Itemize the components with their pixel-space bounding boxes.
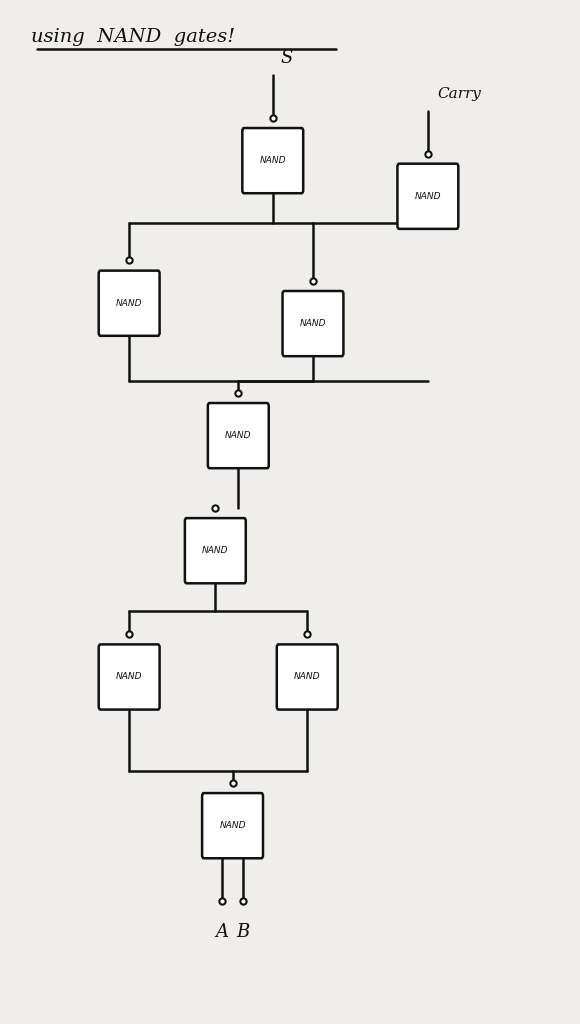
Text: NAND: NAND <box>300 319 326 328</box>
FancyBboxPatch shape <box>99 270 160 336</box>
Text: NAND: NAND <box>259 156 286 165</box>
Text: B: B <box>236 924 249 941</box>
Text: using  NAND  gates!: using NAND gates! <box>31 29 235 46</box>
Text: NAND: NAND <box>219 821 246 830</box>
Text: NAND: NAND <box>116 673 143 682</box>
FancyBboxPatch shape <box>208 403 269 468</box>
FancyBboxPatch shape <box>277 644 338 710</box>
Text: NAND: NAND <box>225 431 252 440</box>
Text: NAND: NAND <box>415 191 441 201</box>
Text: NAND: NAND <box>294 673 321 682</box>
FancyBboxPatch shape <box>99 644 160 710</box>
Text: S: S <box>281 49 293 67</box>
FancyBboxPatch shape <box>242 128 303 194</box>
Text: A: A <box>216 924 229 941</box>
Text: NAND: NAND <box>116 299 143 308</box>
Text: Carry: Carry <box>437 87 481 100</box>
FancyBboxPatch shape <box>282 291 343 356</box>
FancyBboxPatch shape <box>202 794 263 858</box>
FancyBboxPatch shape <box>397 164 458 229</box>
FancyBboxPatch shape <box>185 518 246 584</box>
Text: NAND: NAND <box>202 546 229 555</box>
